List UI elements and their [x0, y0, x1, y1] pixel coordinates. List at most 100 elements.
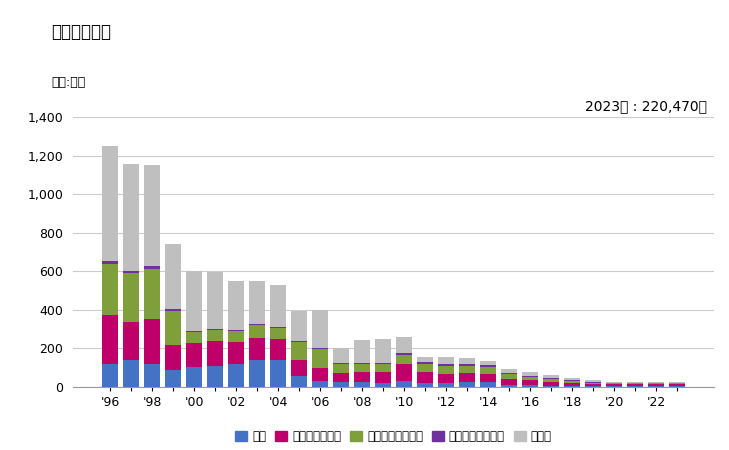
Bar: [207, 330, 223, 341]
Bar: [102, 146, 118, 261]
Bar: [397, 355, 412, 364]
Text: 単位:万枚: 単位:万枚: [51, 76, 85, 90]
Bar: [628, 386, 643, 387]
Bar: [375, 339, 391, 363]
Bar: [291, 311, 307, 341]
Bar: [207, 329, 223, 330]
Bar: [459, 373, 475, 382]
Bar: [480, 382, 496, 387]
Bar: [354, 363, 370, 364]
Bar: [438, 357, 454, 364]
Bar: [165, 311, 181, 345]
Bar: [649, 382, 664, 383]
Bar: [144, 364, 160, 387]
Bar: [144, 270, 160, 319]
Bar: [649, 383, 664, 384]
Bar: [249, 338, 265, 360]
Bar: [291, 342, 307, 360]
Bar: [543, 378, 559, 379]
Bar: [123, 164, 139, 271]
Bar: [312, 349, 328, 368]
Bar: [585, 380, 601, 382]
Bar: [270, 285, 286, 327]
Bar: [249, 281, 265, 324]
Bar: [291, 376, 307, 387]
Text: 輸出量の推移: 輸出量の推移: [51, 22, 111, 40]
Bar: [291, 360, 307, 376]
Bar: [438, 366, 454, 373]
Bar: [186, 332, 202, 342]
Bar: [375, 364, 391, 372]
Bar: [607, 383, 623, 384]
Bar: [354, 372, 370, 382]
Bar: [480, 374, 496, 382]
Bar: [102, 315, 118, 364]
Bar: [144, 319, 160, 364]
Bar: [270, 328, 286, 339]
Bar: [669, 386, 685, 387]
Text: 2023年 : 220,470枚: 2023年 : 220,470枚: [585, 99, 707, 113]
Bar: [502, 369, 517, 373]
Bar: [397, 353, 412, 355]
Bar: [438, 383, 454, 387]
Bar: [543, 375, 559, 378]
Bar: [354, 340, 370, 363]
Bar: [397, 364, 412, 381]
Bar: [102, 264, 118, 315]
Bar: [523, 380, 538, 385]
Bar: [312, 381, 328, 387]
Bar: [270, 360, 286, 387]
Bar: [165, 369, 181, 387]
Bar: [123, 322, 139, 360]
Bar: [123, 273, 139, 322]
Bar: [312, 348, 328, 349]
Bar: [607, 382, 623, 383]
Bar: [459, 359, 475, 364]
Bar: [438, 374, 454, 383]
Bar: [102, 364, 118, 387]
Bar: [144, 165, 160, 266]
Bar: [144, 266, 160, 270]
Bar: [333, 373, 349, 382]
Bar: [375, 372, 391, 383]
Bar: [564, 386, 580, 387]
Bar: [270, 327, 286, 328]
Bar: [649, 384, 664, 386]
Bar: [228, 364, 244, 387]
Bar: [312, 310, 328, 348]
Bar: [270, 339, 286, 360]
Bar: [543, 379, 559, 382]
Bar: [417, 372, 433, 383]
Bar: [543, 382, 559, 386]
Bar: [333, 363, 349, 364]
Bar: [649, 386, 664, 387]
Bar: [669, 383, 685, 384]
Bar: [607, 386, 623, 387]
Bar: [207, 341, 223, 366]
Bar: [480, 367, 496, 374]
Bar: [375, 363, 391, 364]
Bar: [228, 331, 244, 342]
Bar: [165, 345, 181, 369]
Bar: [333, 364, 349, 373]
Bar: [523, 372, 538, 376]
Bar: [585, 386, 601, 387]
Bar: [207, 272, 223, 329]
Bar: [186, 342, 202, 367]
Bar: [417, 364, 433, 372]
Bar: [397, 337, 412, 353]
Bar: [564, 380, 580, 381]
Bar: [628, 384, 643, 386]
Bar: [585, 382, 601, 384]
Bar: [249, 360, 265, 387]
Bar: [291, 341, 307, 342]
Bar: [417, 356, 433, 362]
Bar: [480, 361, 496, 365]
Bar: [312, 368, 328, 381]
Bar: [523, 377, 538, 380]
Bar: [228, 342, 244, 364]
Bar: [502, 379, 517, 385]
Bar: [669, 384, 685, 386]
Bar: [459, 382, 475, 387]
Bar: [480, 365, 496, 367]
